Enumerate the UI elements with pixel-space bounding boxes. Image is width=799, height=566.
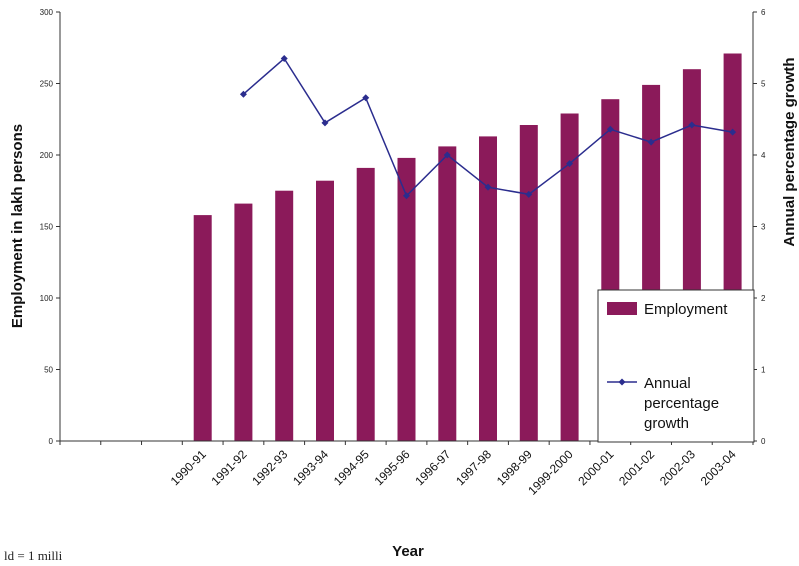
- point-growth: [239, 90, 247, 98]
- y2-tick-label: 6: [761, 8, 766, 17]
- point-growth: [525, 190, 533, 198]
- x-tick-label: 2003-04: [698, 447, 739, 488]
- y-tick-label: 0: [49, 437, 54, 446]
- x-tick-label: 2002-03: [657, 447, 698, 488]
- y-tick-label: 250: [40, 80, 54, 89]
- x-tick-label: 1996-97: [412, 447, 453, 488]
- y-tick-label: 300: [40, 8, 54, 17]
- y-tick-label: 50: [44, 366, 53, 375]
- bar-employment: [560, 113, 579, 441]
- y2-axis-title: Annual percentage growth: [781, 57, 798, 246]
- legend-label-employment: Employment: [644, 301, 728, 318]
- bar-employment: [519, 125, 538, 441]
- x-tick-label: 1999-2000: [525, 447, 576, 498]
- point-growth: [403, 192, 410, 200]
- y2-tick-label: 5: [761, 80, 766, 89]
- y2-tick-label: 3: [761, 223, 766, 232]
- bar-employment: [234, 203, 253, 441]
- point-growth: [484, 183, 492, 191]
- x-tick-label: 1998-99: [494, 447, 535, 488]
- bar-employment: [316, 180, 334, 441]
- footnote: ld = 1 milli: [4, 548, 63, 563]
- x-tick-label: 1990-91: [168, 447, 209, 488]
- y-axis-title: Employment in lakh persons: [9, 124, 26, 328]
- legend: Employment Annual percentage growth: [597, 289, 755, 443]
- x-tick-label: 2001-02: [616, 447, 657, 488]
- legend-marker-growth: [618, 378, 626, 386]
- x-tick-label: 1995-96: [372, 447, 413, 488]
- bar-employment: [479, 136, 497, 441]
- bar-employment: [356, 167, 375, 441]
- y-tick-label: 200: [40, 151, 54, 160]
- x-tick-label: 1993-94: [290, 447, 331, 488]
- legend-label-growth: Annual percentage growth: [644, 375, 723, 432]
- y2-tick-label: 2: [761, 294, 766, 303]
- point-growth: [688, 121, 696, 129]
- bar-employment: [397, 157, 416, 441]
- point-growth: [280, 54, 288, 62]
- line-series-growth: [239, 54, 737, 200]
- point-growth: [443, 151, 451, 159]
- x-tick-label: 1994-95: [331, 447, 372, 488]
- x-tick-label: 2000-01: [575, 447, 616, 488]
- bar-employment: [275, 190, 294, 441]
- point-growth: [362, 94, 370, 102]
- point-growth: [606, 125, 614, 133]
- y2-tick-label: 4: [761, 151, 766, 160]
- legend-swatch-employment: [607, 302, 637, 315]
- x-tick-label: 1992-93: [249, 447, 290, 488]
- point-growth: [566, 160, 574, 168]
- bar-employment: [193, 215, 212, 441]
- point-growth: [321, 119, 329, 127]
- point-growth: [729, 128, 737, 136]
- point-growth: [647, 138, 655, 146]
- x-tick-label: 1997-98: [453, 447, 494, 488]
- x-axis-title: Year: [392, 543, 424, 560]
- x-tick-label: 1991-92: [209, 447, 250, 488]
- bar-employment: [438, 146, 457, 441]
- y2-tick-label: 0: [761, 437, 766, 446]
- y2-tick-label: 1: [761, 366, 766, 375]
- legend-box: [597, 289, 755, 443]
- y-tick-label: 100: [40, 294, 54, 303]
- y-tick-label: 150: [40, 223, 54, 232]
